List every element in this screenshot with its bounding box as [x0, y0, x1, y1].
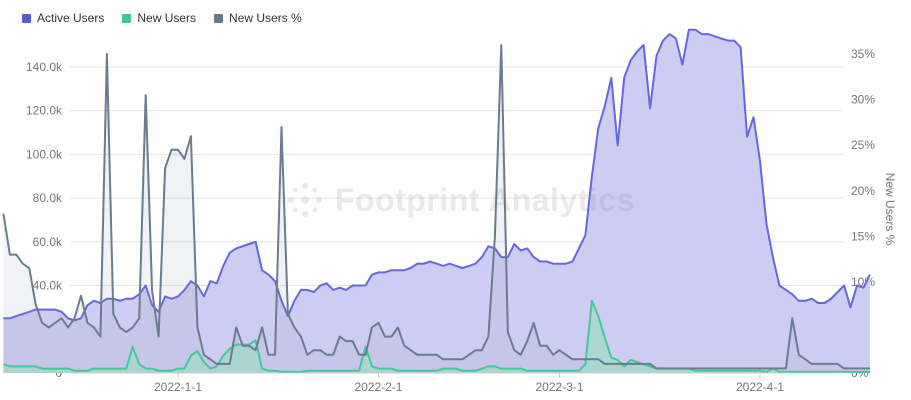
x-tick-label: 2022-2-1	[354, 380, 402, 394]
series-line-new-users-pct	[2, 44, 870, 370]
y-right-tick-label: 25%	[851, 138, 875, 152]
y-left-tick-label: 80.0k	[33, 191, 63, 205]
y-left-tick-label: 140.0k	[26, 60, 63, 74]
legend-item-new-users[interactable]: New Users	[122, 11, 196, 25]
legend-item-active-users[interactable]: Active Users	[22, 11, 104, 25]
y-right-tick-label: 30%	[851, 93, 875, 107]
series-area-new-users-pct	[3, 45, 870, 373]
legend-swatch-new-users	[122, 13, 132, 23]
watermark: Footprint Analytics	[285, 180, 635, 220]
legend-swatch-active-users	[22, 13, 31, 23]
watermark-text: Footprint Analytics	[335, 181, 635, 218]
series-line-new-users	[3, 299, 870, 373]
y-left-tick-label: 120.0k	[26, 104, 63, 118]
legend-label-new-users: New Users	[137, 11, 197, 25]
x-tick-label: 2022-1-1	[154, 380, 202, 394]
y-left-tick-label: 40.0k	[33, 279, 63, 293]
y-right-axis-title: New Users %	[883, 173, 897, 246]
chart-legend: Active Users New Users New Users %	[22, 11, 302, 25]
legend-item-new-users-pct[interactable]: New Users %	[214, 11, 302, 25]
x-tick-label: 2022-4-1	[736, 380, 784, 394]
y-right-tick-label: 15%	[851, 229, 875, 243]
series-area-active-users	[3, 29, 870, 373]
y-right-tick-label: 35%	[851, 47, 875, 61]
y-right-tick-label: 20%	[851, 184, 875, 198]
legend-swatch-new-users-pct	[214, 13, 224, 23]
series-line-active-users	[3, 28, 871, 322]
y-left-tick-label: 60.0k	[33, 235, 63, 249]
x-tick-label: 2022-3-1	[536, 380, 584, 394]
footprint-logo-icon	[288, 183, 322, 217]
legend-label-new-users-pct: New Users %	[229, 11, 302, 25]
y-left-tick-label: 100.0k	[26, 147, 63, 161]
legend-label-active-users: Active Users	[37, 11, 105, 25]
